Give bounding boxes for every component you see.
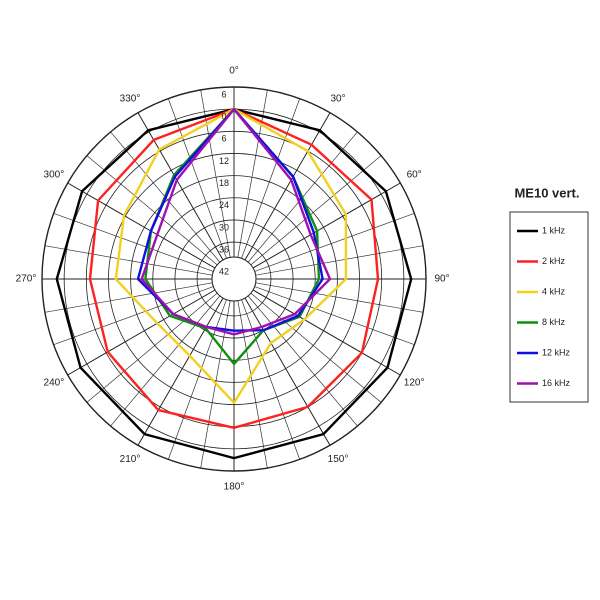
r-tick-label: 36: [219, 244, 229, 254]
series-line: [55, 108, 413, 460]
theta-tick-label: 60°: [407, 170, 422, 181]
spoke: [241, 299, 300, 460]
spoke: [255, 282, 424, 313]
theta-tick-label: 210°: [120, 454, 141, 465]
spoke: [168, 98, 227, 259]
r-tick-label: 24: [219, 200, 229, 210]
center-hole: [211, 256, 257, 302]
spoke: [44, 282, 213, 313]
theta-grid-line: [67, 278, 235, 376]
spoke: [53, 286, 214, 345]
spoke: [237, 89, 268, 258]
legend-label: 4 kHz: [542, 286, 566, 296]
theta-grid-line: [233, 278, 401, 376]
theta-tick-label: 270°: [16, 274, 37, 285]
spoke: [250, 155, 382, 266]
r-tick-label: 6: [221, 134, 226, 144]
theta-tick-label: 330°: [120, 94, 141, 105]
spoke: [254, 213, 415, 272]
spoke: [241, 98, 300, 259]
r-tick-label: 42: [219, 267, 229, 277]
theta-tick-label: 30°: [330, 94, 345, 105]
spoke: [44, 245, 213, 276]
theta-tick-label: 0°: [229, 66, 239, 77]
legend-label: 12 kHz: [542, 347, 571, 357]
r-tick-label: 6: [221, 89, 226, 99]
theta-tick-label: 90°: [434, 274, 449, 285]
spoke: [254, 286, 415, 345]
theta-tick-label: 150°: [328, 454, 349, 465]
legend-title: ME10 vert.: [514, 185, 579, 200]
series-line: [88, 108, 380, 429]
spoke: [255, 245, 424, 276]
r-tick-label: 18: [219, 178, 229, 188]
series-line: [136, 108, 324, 332]
legend-box: [509, 211, 589, 403]
theta-tick-label: 240°: [44, 378, 65, 389]
theta-grid-line: [233, 112, 331, 280]
spoke: [250, 292, 382, 403]
spoke: [247, 295, 358, 427]
legend-label: 2 kHz: [542, 256, 566, 266]
theta-tick-label: 180°: [224, 482, 245, 493]
r-tick-label: 12: [219, 156, 229, 166]
spoke: [200, 89, 231, 258]
theta-tick-label: 300°: [44, 170, 65, 181]
series-line: [140, 108, 332, 336]
legend-label: 16 kHz: [542, 378, 571, 388]
spoke: [53, 213, 214, 272]
series-line: [114, 108, 348, 404]
spoke: [110, 295, 221, 427]
theta-tick-label: 120°: [404, 378, 425, 389]
spoke: [237, 300, 268, 469]
spoke: [86, 292, 218, 403]
legend-label: 1 kHz: [542, 225, 566, 235]
theta-grid-line: [137, 278, 235, 446]
r-tick-label: 30: [219, 222, 229, 232]
legend-label: 8 kHz: [542, 317, 566, 327]
r-tick-label: 0: [221, 112, 226, 122]
spoke: [168, 299, 227, 460]
spoke: [86, 155, 218, 266]
theta-grid-line: [233, 278, 331, 446]
